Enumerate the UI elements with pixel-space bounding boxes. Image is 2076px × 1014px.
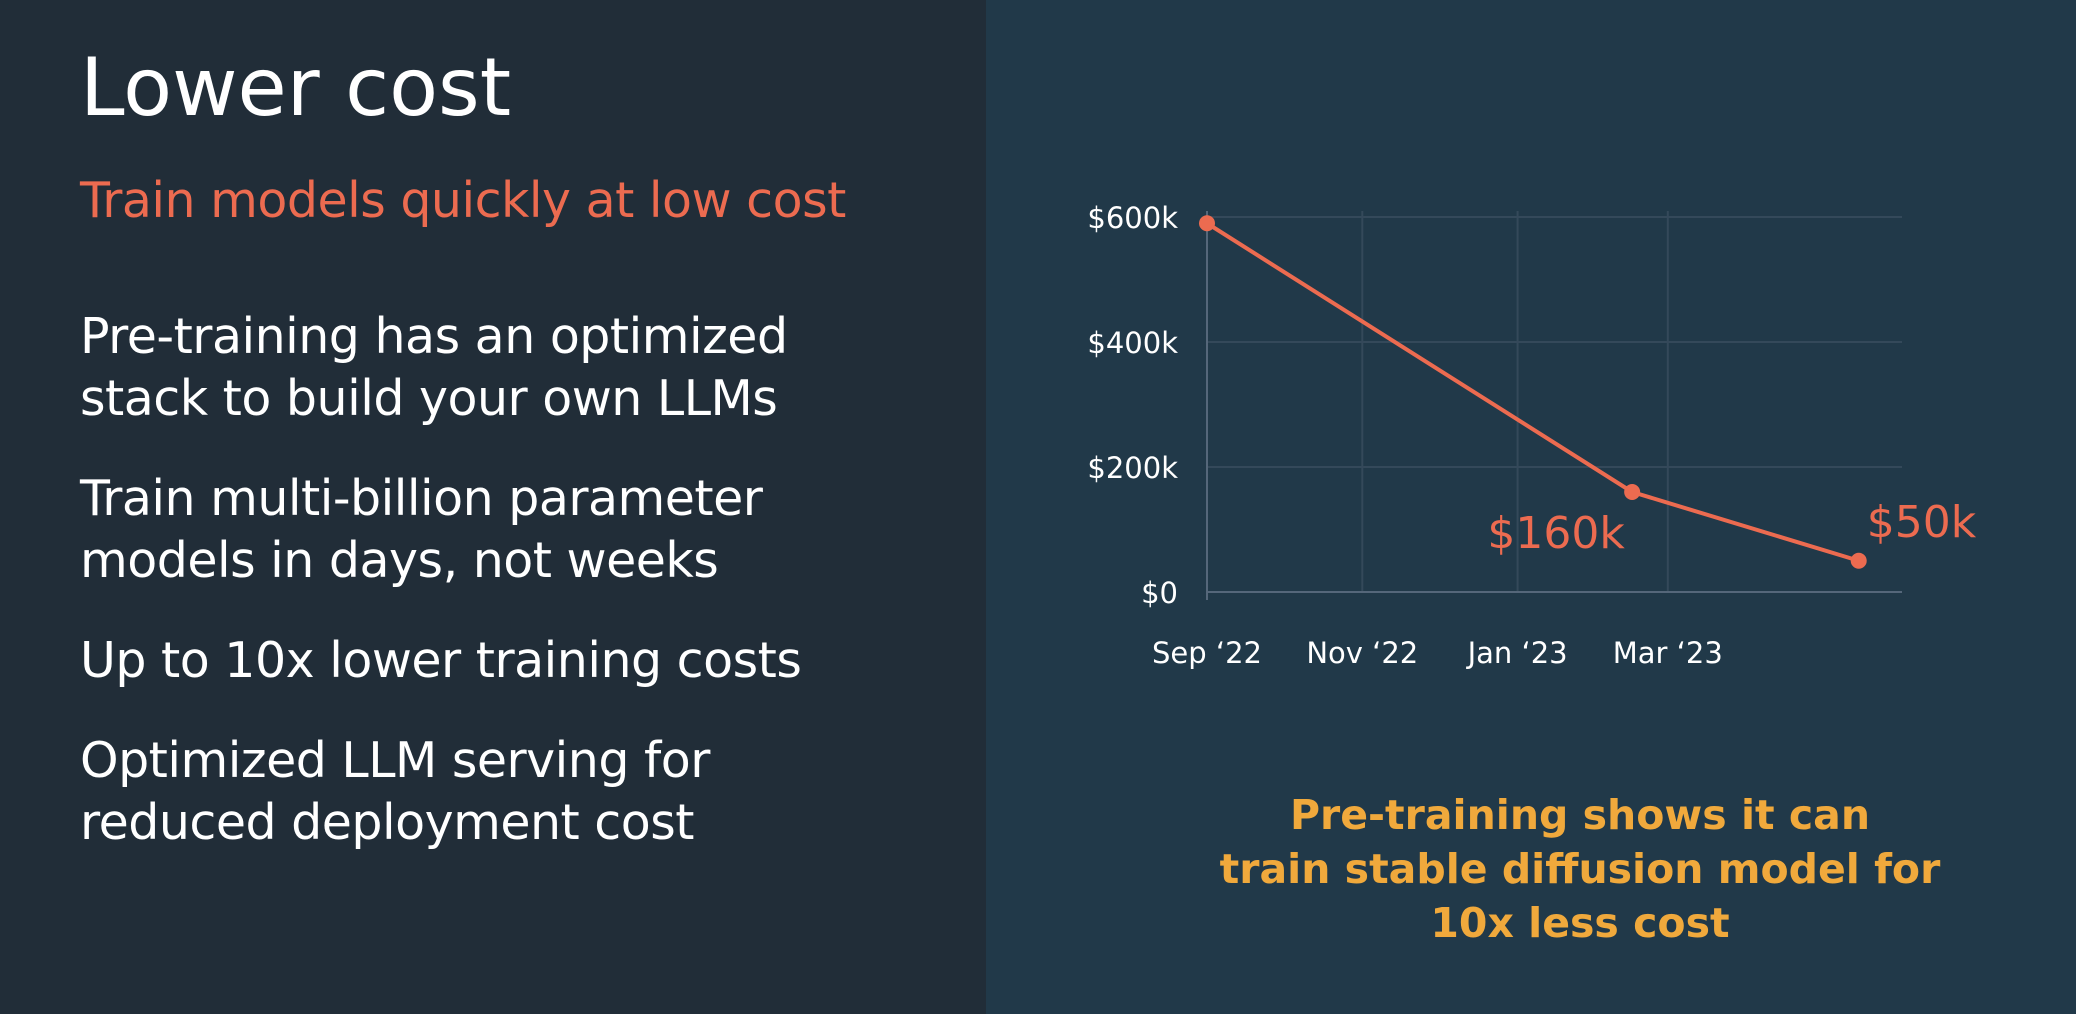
bullet-item: Train multi-billion parameter models in … xyxy=(80,468,960,592)
data-label: $50k xyxy=(1867,497,1977,548)
x-tick-label: Sep ‘22 xyxy=(1152,636,1262,670)
y-tick-label: $0 xyxy=(1141,576,1178,610)
y-tick-label: $600k xyxy=(1087,201,1178,235)
x-tick-label: Nov ‘22 xyxy=(1306,636,1418,670)
caption-line: train stable diffusion model for xyxy=(1219,845,1941,893)
data-label: $160k xyxy=(1487,508,1625,559)
y-tick-label: $400k xyxy=(1087,326,1178,360)
caption-line: 10x less cost xyxy=(1430,899,1730,947)
y-tick-label: $200k xyxy=(1087,451,1178,485)
x-tick-label: Jan ‘23 xyxy=(1466,636,1568,670)
bullet-line: reduced deployment cost xyxy=(80,794,694,851)
bullet-line: stack to build your own LLMs xyxy=(80,370,778,427)
data-point xyxy=(1199,215,1215,232)
bullet-item: Pre-training has an optimized stack to b… xyxy=(80,306,960,430)
bullet-line: Up to 10x lower training costs xyxy=(80,632,802,689)
left-panel: Lower cost Train models quickly at low c… xyxy=(0,0,986,1014)
bullet-line: Train multi-billion parameter xyxy=(80,470,763,527)
slide-title: Lower cost xyxy=(80,41,512,134)
chart-caption: Pre-training shows it can train stable d… xyxy=(1060,788,2076,950)
data-point xyxy=(1850,552,1867,569)
slide-subtitle: Train models quickly at low cost xyxy=(80,172,846,229)
bullet-line: models in days, not weeks xyxy=(80,532,719,589)
caption-line: Pre-training shows it can xyxy=(1289,791,1871,839)
bullet-item: Up to 10x lower training costs xyxy=(80,630,960,692)
bullet-line: Pre-training has an optimized xyxy=(80,308,788,365)
bullet-item: Optimized LLM serving for reduced deploy… xyxy=(80,730,960,854)
right-panel xyxy=(986,0,2076,1014)
x-tick-label: Mar ‘23 xyxy=(1613,636,1723,670)
bullet-list: Pre-training has an optimized stack to b… xyxy=(80,306,960,892)
data-point xyxy=(1624,484,1641,500)
bullet-line: Optimized LLM serving for xyxy=(80,732,710,789)
